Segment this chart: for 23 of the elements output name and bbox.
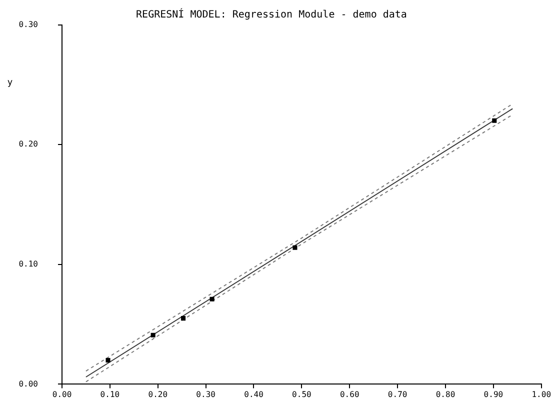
point: [150, 332, 156, 338]
point: [106, 358, 110, 363]
x-tick-label: 0.30: [196, 390, 216, 400]
x-tick-label: 0.10: [100, 390, 120, 400]
point: [492, 118, 497, 123]
point: [292, 245, 298, 250]
x-tick-label: 0.20: [148, 390, 168, 400]
point: [210, 296, 214, 302]
x-tick-label: 0.50: [292, 390, 312, 400]
x-tick-label: 0.40: [244, 390, 264, 400]
y-tick-label: 0.20: [18, 140, 38, 149]
x-tick-label: 0.60: [340, 390, 360, 400]
y-tick-label: 0.10: [18, 259, 38, 268]
chart-title: REGRESNÍ MODEL: Regression Module - demo data: [136, 7, 407, 20]
x-tick-label: 0.90: [484, 390, 504, 400]
point: [181, 316, 186, 321]
x-tick-label: 0.00: [52, 390, 72, 400]
x-tick-label: 0.70: [388, 390, 408, 400]
x-tick-label: 1.00: [532, 390, 552, 400]
y-tick-label: 0.30: [18, 20, 38, 29]
y-tick-label: 0.00: [18, 379, 38, 388]
x-tick-label: 0.80: [436, 390, 456, 400]
y-axis-title: y: [7, 78, 14, 88]
